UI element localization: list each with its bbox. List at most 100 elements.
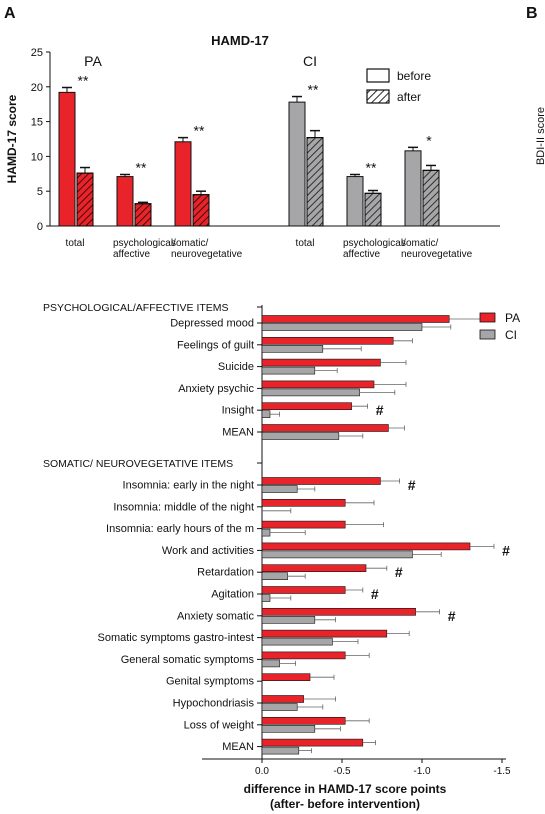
- bar-pa: [261, 629, 388, 638]
- x-tick-label: -0.5: [333, 766, 351, 777]
- legend-label-pa: PA: [505, 311, 520, 325]
- section-header: PSYCHOLOGICAL/AFFECTIVE ITEMS: [43, 302, 229, 314]
- bar-ci: [261, 485, 298, 493]
- bar-before: [58, 91, 76, 227]
- x-axis-label-line2: (after- before intervention): [270, 797, 420, 811]
- legend-swatch-before: [366, 68, 390, 83]
- item-difference-chart: 0.0 -0.5 -1.0 -1.5 difference in HAMD-17 sco…: [43, 302, 520, 811]
- significance-marker: **: [366, 159, 377, 175]
- bar-pa: [261, 315, 450, 323]
- bar-pa: [261, 498, 346, 507]
- panel-label-a: A: [4, 5, 16, 22]
- bar-ci: [261, 344, 324, 353]
- y-tick-label: 0: [37, 221, 43, 233]
- bar-ci: [261, 432, 340, 440]
- y-tick-label: 25: [31, 47, 43, 59]
- item-label: Insomnia: early in the night: [123, 480, 254, 492]
- y-tick-label: 10: [31, 151, 43, 163]
- legend-label-before: before: [397, 69, 431, 83]
- y-axis-label: HAMD-17 score: [5, 94, 19, 183]
- item-label: Depressed mood: [170, 318, 254, 330]
- x-tick-label: -1.0: [413, 766, 431, 777]
- bar-pa: [261, 673, 311, 682]
- category-label: psychological/: [113, 238, 176, 249]
- bar-pa: [261, 520, 346, 529]
- bar-pa: [261, 651, 346, 660]
- item-label: Work and activities: [162, 545, 255, 557]
- category-label: neurovegetative: [401, 249, 473, 260]
- bar-pa: [261, 380, 375, 389]
- category-label: total: [296, 238, 315, 249]
- group-label-pa: PA: [84, 53, 102, 69]
- category-label: psychological/: [343, 238, 406, 249]
- bar-after: [76, 172, 94, 227]
- bar-pa: [261, 564, 367, 573]
- y-tick-label: 5: [37, 186, 43, 198]
- bar-before: [174, 141, 192, 227]
- bar-ci: [261, 724, 316, 733]
- significance-marker: **: [308, 82, 319, 98]
- x-tick-label: 0.0: [255, 766, 269, 777]
- item-label: Insight: [222, 405, 254, 417]
- legend-label-after: after: [397, 90, 421, 104]
- category-label: somatic/: [171, 238, 208, 249]
- bar-ci: [261, 388, 360, 397]
- significance-marker: **: [194, 123, 205, 139]
- bar-ci: [261, 615, 316, 624]
- bar-before: [116, 176, 134, 227]
- legend-swatch-pa: [479, 312, 496, 323]
- y-tick-label: 20: [31, 82, 43, 94]
- bar-ci: [261, 572, 288, 581]
- bar-pa: [261, 695, 304, 703]
- significance-marker: **: [136, 159, 147, 175]
- significance-marker: *: [426, 132, 432, 148]
- item-label: Hypochondriasis: [173, 698, 255, 710]
- bar-pa: [261, 738, 364, 747]
- bar-after: [134, 203, 152, 227]
- item-label: Genital symptoms: [166, 676, 255, 688]
- legend-swatch-after: [366, 89, 390, 104]
- bar-pa: [261, 358, 381, 367]
- category-label: affective: [343, 249, 380, 260]
- bar-ci: [261, 323, 423, 331]
- significance-marker: #: [371, 586, 379, 602]
- bar-after: [306, 137, 324, 227]
- bar-ci: [261, 550, 413, 559]
- bar-ci: [261, 528, 271, 537]
- item-label: Agitation: [211, 589, 254, 601]
- significance-marker: #: [408, 477, 416, 493]
- edge-axis-fragment: BDI-II score: [535, 107, 545, 165]
- bar-ci: [261, 659, 280, 668]
- bar-pa: [261, 477, 381, 485]
- category-label: somatic/: [401, 238, 438, 249]
- item-label: Loss of weight: [184, 719, 254, 731]
- category-label: affective: [113, 249, 150, 260]
- bar-before: [404, 150, 422, 227]
- y-tick-label: 15: [31, 117, 43, 129]
- significance-marker: #: [395, 564, 403, 580]
- bar-pa: [261, 716, 346, 725]
- legend-label-ci: CI: [505, 328, 517, 342]
- item-label: Suicide: [218, 361, 254, 373]
- item-label: Insomnia: early hours of the m: [106, 523, 254, 535]
- bottom-legend: PA CI: [479, 311, 520, 342]
- item-label: Anxiety psychic: [178, 383, 254, 395]
- x-axis-label: difference in HAMD-17 score points: [244, 782, 447, 796]
- bar-after: [364, 192, 382, 227]
- item-label: MEAN: [222, 741, 254, 753]
- bar-before: [288, 101, 306, 227]
- chart-title: HAMD-17: [211, 33, 269, 48]
- legend-swatch-ci: [479, 329, 496, 340]
- bar-ci: [261, 637, 333, 646]
- bar-before: [346, 176, 364, 227]
- x-tick-label: -1.5: [493, 766, 511, 777]
- bar-ci: [261, 366, 316, 375]
- item-label: Retardation: [197, 567, 254, 579]
- bar-ci: [261, 703, 298, 711]
- bar-ci: [261, 746, 300, 755]
- significance-marker: #: [448, 608, 456, 624]
- item-label: Somatic symptoms gastro-intest: [98, 632, 255, 644]
- category-label: neurovegetative: [171, 249, 243, 260]
- significance-marker: **: [78, 72, 89, 88]
